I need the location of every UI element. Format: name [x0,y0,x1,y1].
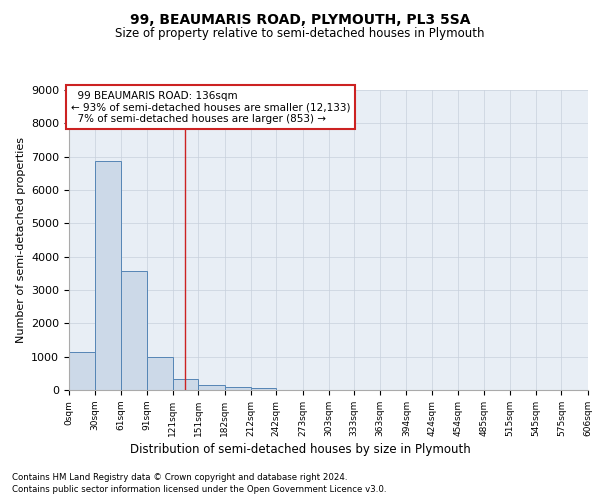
Bar [121,272,147,390]
Text: 99 BEAUMARIS ROAD: 136sqm  
← 93% of semi-detached houses are smaller (12,133)
 : 99 BEAUMARIS ROAD: 136sqm ← 93% of semi-… [71,90,350,124]
Text: Contains HM Land Registry data © Crown copyright and database right 2024.: Contains HM Land Registry data © Crown c… [12,472,347,482]
Bar [225,386,251,390]
Bar [251,388,276,390]
Text: 99, BEAUMARIS ROAD, PLYMOUTH, PL3 5SA: 99, BEAUMARIS ROAD, PLYMOUTH, PL3 5SA [130,12,470,26]
Text: Contains public sector information licensed under the Open Government Licence v3: Contains public sector information licen… [12,485,386,494]
Y-axis label: Number of semi-detached properties: Number of semi-detached properties [16,137,26,343]
Bar [199,385,225,390]
Bar [147,356,173,390]
Bar [173,379,199,390]
Bar [69,352,95,390]
Text: Size of property relative to semi-detached houses in Plymouth: Size of property relative to semi-detach… [115,28,485,40]
Text: Distribution of semi-detached houses by size in Plymouth: Distribution of semi-detached houses by … [130,442,470,456]
Bar [95,160,121,390]
